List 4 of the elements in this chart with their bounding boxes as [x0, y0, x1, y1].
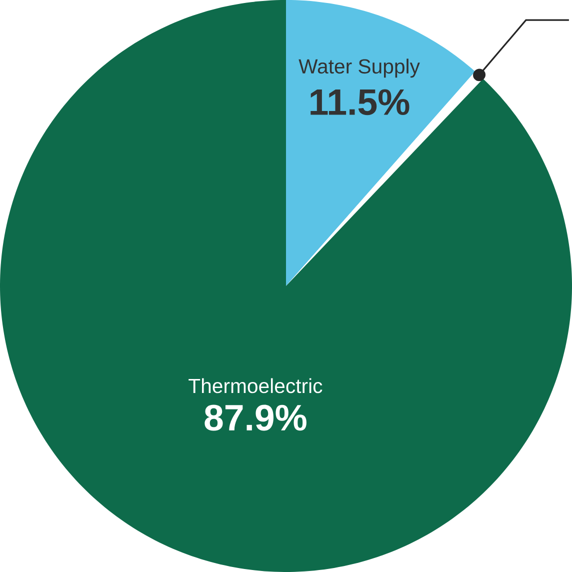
slice-label: Water Supply — [298, 58, 420, 78]
slice-label: Thermoelectric — [188, 378, 322, 394]
data-label: 11.5% — [310, 89, 410, 116]
data-label: 87.9% — [204, 404, 306, 431]
